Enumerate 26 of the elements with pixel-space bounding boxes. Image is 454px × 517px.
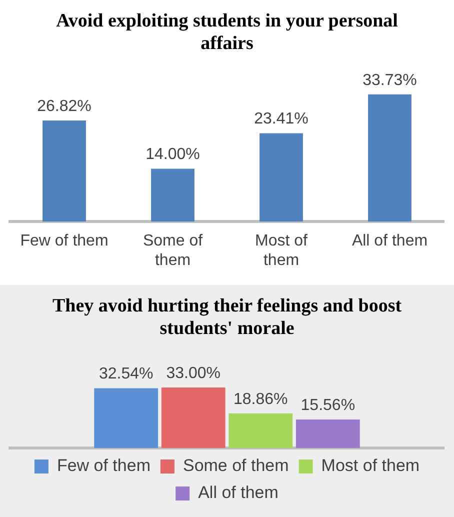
bar bbox=[260, 133, 303, 222]
bar bbox=[161, 387, 226, 448]
data-label: 33.73% bbox=[362, 72, 417, 89]
legend-label: Some of them bbox=[182, 456, 289, 476]
data-label: 15.56% bbox=[300, 396, 356, 414]
bar bbox=[94, 388, 158, 448]
legend-label: All of them bbox=[198, 483, 278, 502]
chart-title: Avoid exploiting students in your personal affairs bbox=[56, 10, 398, 54]
data-label: 33.00% bbox=[166, 364, 220, 382]
bar bbox=[296, 419, 360, 448]
legend-label: Few of them bbox=[56, 456, 150, 476]
bar bbox=[368, 94, 412, 222]
x-tick-label: Most of them bbox=[255, 232, 308, 269]
bar bbox=[42, 120, 86, 222]
legend-label: Most of them bbox=[321, 456, 420, 476]
x-tick-label: Few of them bbox=[20, 232, 108, 250]
data-label: 32.54% bbox=[98, 366, 154, 383]
data-label: 18.86% bbox=[234, 390, 288, 408]
data-label: 26.82% bbox=[37, 98, 92, 115]
data-label: 23.41% bbox=[254, 110, 308, 128]
data-label: 14.00% bbox=[146, 146, 200, 164]
chart-title: They avoid hurting their feelings and boost students' morale bbox=[52, 295, 402, 340]
x-tick-label: All of them bbox=[352, 232, 428, 250]
bar bbox=[151, 168, 194, 222]
bar bbox=[228, 413, 293, 448]
x-tick-label: Some of them bbox=[142, 232, 204, 269]
